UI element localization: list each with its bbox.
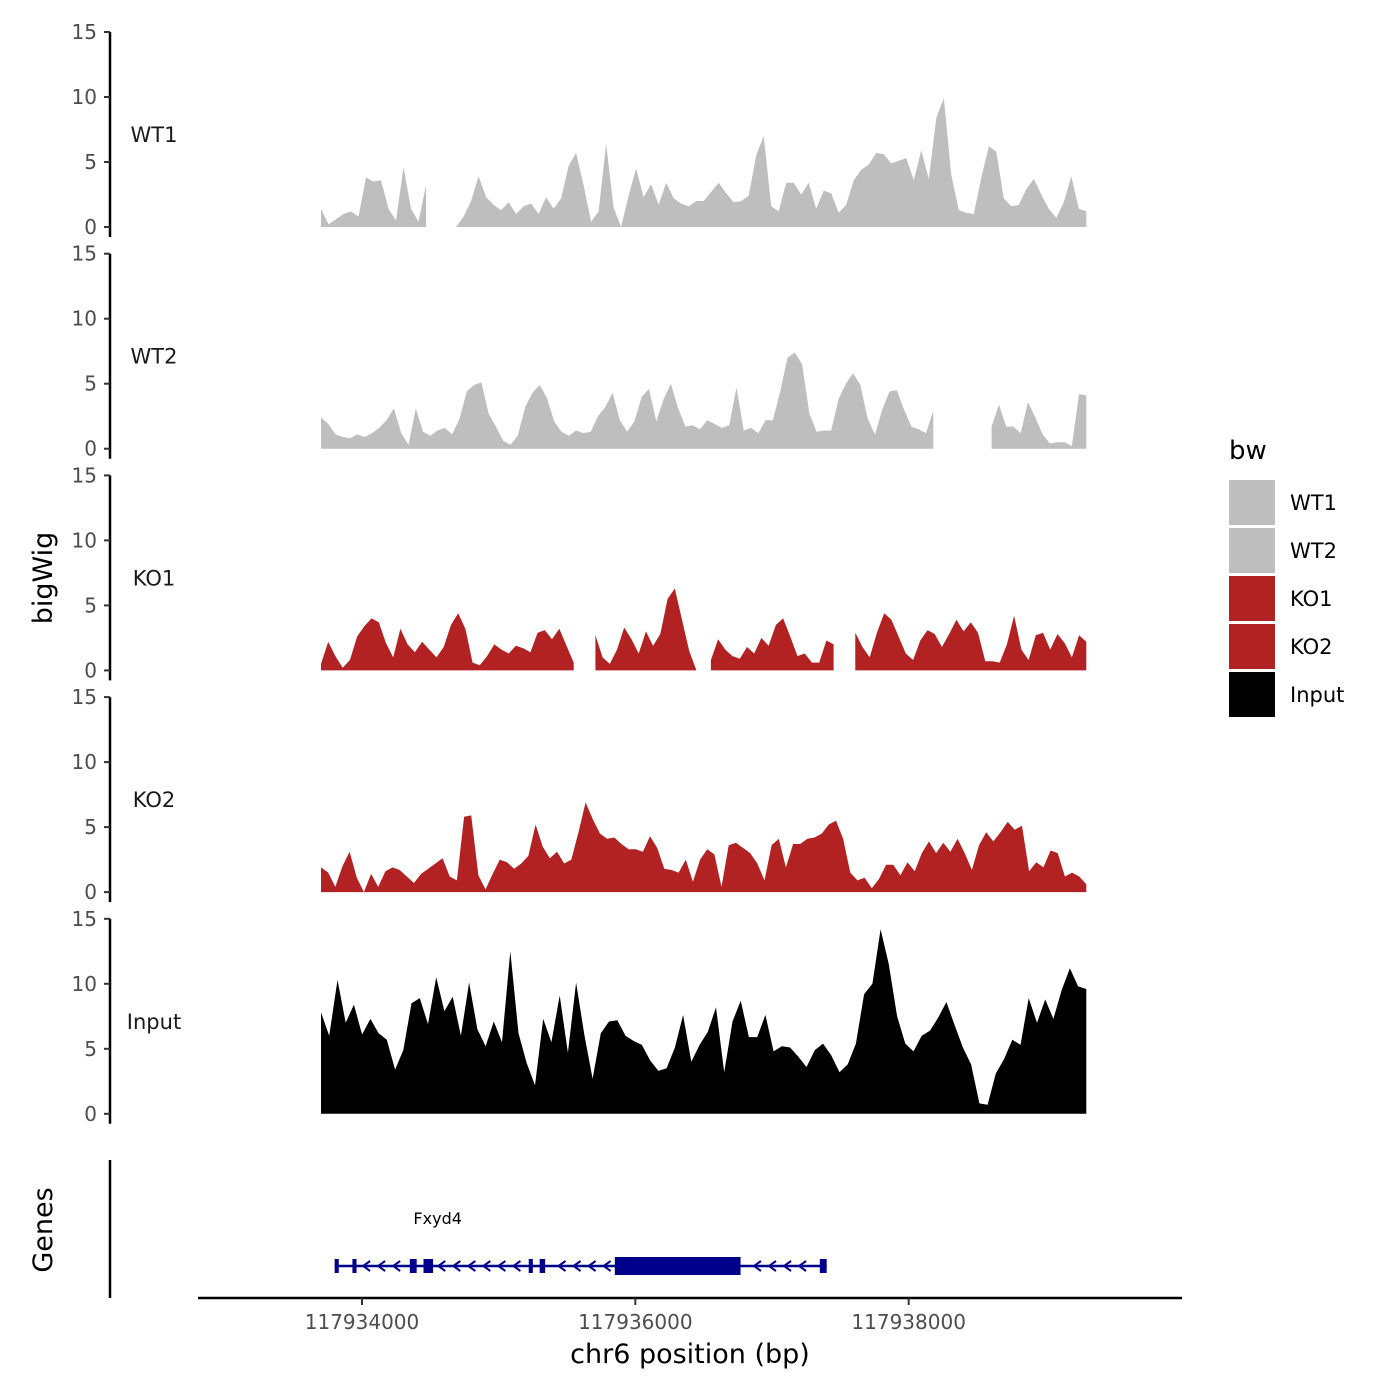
y-tick-label: 10 <box>72 85 97 109</box>
track-label: Input <box>127 1010 181 1034</box>
y-tick-label: 5 <box>84 1037 97 1061</box>
legend-swatch <box>1229 480 1275 525</box>
x-tick-label: 117936000 <box>578 1310 693 1334</box>
coverage-area-ko1 <box>321 588 1087 671</box>
y-tick-label: 0 <box>84 437 97 461</box>
gene-name: Fxyd4 <box>413 1209 461 1228</box>
strand-arrow <box>496 1260 506 1272</box>
y-tick-label: 0 <box>84 215 97 239</box>
y-tick-label: 5 <box>84 372 97 396</box>
y-tick-label: 15 <box>72 242 97 266</box>
coverage-tracks: 0 5 10 15 WT1 0 5 10 15 WT2 0 5 10 15 KO1 0 5 10 15 KO2 0 5 10… <box>72 20 1087 1126</box>
coverage-area-ko2 <box>321 802 1087 893</box>
coverage-area-wt1 <box>321 98 1087 227</box>
gene-exon <box>334 1259 339 1273</box>
genes-axis-title: Genes <box>28 1187 59 1272</box>
strand-arrow <box>767 1260 777 1272</box>
strand-arrow <box>451 1260 461 1272</box>
x-tick-label: 117934000 <box>305 1310 420 1334</box>
track-wt2: 0 5 10 15 WT2 <box>72 242 1087 461</box>
x-tick-label: 117938000 <box>851 1310 966 1334</box>
legend-swatch <box>1229 576 1275 621</box>
gene-track: Fxyd4 <box>108 1160 827 1298</box>
track-ko2: 0 5 10 15 KO2 <box>72 685 1087 904</box>
track-label: KO2 <box>133 788 176 812</box>
legend-swatch <box>1229 672 1275 717</box>
strand-arrow <box>782 1260 792 1272</box>
gene-exon <box>819 1259 827 1273</box>
track-wt1: 0 5 10 15 WT1 <box>72 20 1087 239</box>
y-tick-label: 10 <box>72 307 97 331</box>
track-input: 0 5 10 15 Input <box>72 907 1087 1126</box>
y-tick-label: 10 <box>72 528 97 552</box>
x-axis-title: chr6 position (bp) <box>570 1339 810 1370</box>
legend-label: KO2 <box>1290 635 1333 659</box>
legend-item-ko2: KO2 <box>1229 624 1333 669</box>
legend-swatch <box>1229 624 1275 669</box>
legend-label: KO1 <box>1290 587 1333 611</box>
y-tick-label: 0 <box>84 1102 97 1126</box>
gene-exon <box>539 1259 546 1273</box>
y-tick-label: 5 <box>84 150 97 174</box>
strand-arrow <box>436 1260 446 1272</box>
y-tick-label: 15 <box>72 463 97 487</box>
legend-label: WT2 <box>1290 539 1337 563</box>
strand-arrow <box>571 1260 582 1272</box>
y-tick-label: 15 <box>72 907 97 931</box>
strand-arrow <box>797 1260 807 1272</box>
legend-title: bw <box>1229 436 1267 466</box>
strand-arrow <box>361 1260 371 1272</box>
gene-exon <box>352 1259 357 1273</box>
legend-label: WT1 <box>1290 491 1337 515</box>
strand-arrow <box>466 1260 476 1272</box>
track-label: KO1 <box>133 566 176 590</box>
gene-exon <box>528 1259 533 1273</box>
legend-item-wt2: WT2 <box>1229 528 1337 573</box>
coverage-area-wt2 <box>321 352 1087 449</box>
strand-arrow <box>586 1260 597 1272</box>
x-axis: 117934000 117936000 117938000 <box>198 1296 1182 1334</box>
track-ko1: 0 5 10 15 KO1 <box>72 463 1087 682</box>
gene-exon <box>614 1257 741 1275</box>
gene-exon <box>409 1259 417 1273</box>
strand-arrow <box>752 1260 762 1272</box>
y-tick-label: 5 <box>84 815 97 839</box>
y-tick-label: 10 <box>72 750 97 774</box>
track-label: WT2 <box>131 345 178 369</box>
track-label: WT1 <box>131 123 178 147</box>
legend-item-wt1: WT1 <box>1229 480 1337 525</box>
legend-label: Input <box>1290 683 1344 707</box>
legend-item-ko1: KO1 <box>1229 576 1333 621</box>
strand-arrow <box>376 1260 386 1272</box>
strand-arrow <box>601 1260 612 1272</box>
legend-item-input: Input <box>1229 672 1344 717</box>
strand-arrow <box>556 1260 567 1272</box>
legend: bw WT1 WT2 KO1 KO2 Input <box>1229 436 1344 717</box>
coverage-area-input <box>321 929 1087 1114</box>
strand-arrow <box>481 1260 491 1272</box>
y-tick-label: 10 <box>72 972 97 996</box>
strand-arrow <box>391 1260 401 1272</box>
y-tick-label: 15 <box>72 685 97 709</box>
legend-swatch <box>1229 528 1275 573</box>
strand-arrow <box>511 1260 522 1272</box>
y-tick-label: 0 <box>84 880 97 904</box>
gene-exon <box>423 1259 434 1273</box>
y-tick-label: 15 <box>72 20 97 44</box>
y-tick-label: 0 <box>84 658 97 682</box>
y-axis-title: bigWig <box>28 532 59 625</box>
y-tick-label: 5 <box>84 593 97 617</box>
